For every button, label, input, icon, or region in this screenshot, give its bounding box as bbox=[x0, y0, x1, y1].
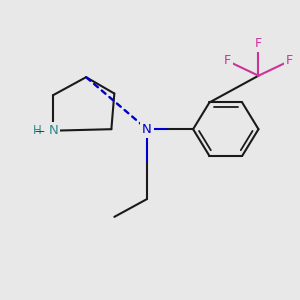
Text: F: F bbox=[255, 37, 262, 50]
Text: —: — bbox=[34, 126, 44, 136]
Text: N: N bbox=[142, 123, 152, 136]
Text: F: F bbox=[286, 54, 293, 67]
Text: H: H bbox=[33, 124, 41, 137]
Text: F: F bbox=[224, 54, 231, 67]
Text: N: N bbox=[49, 124, 58, 137]
